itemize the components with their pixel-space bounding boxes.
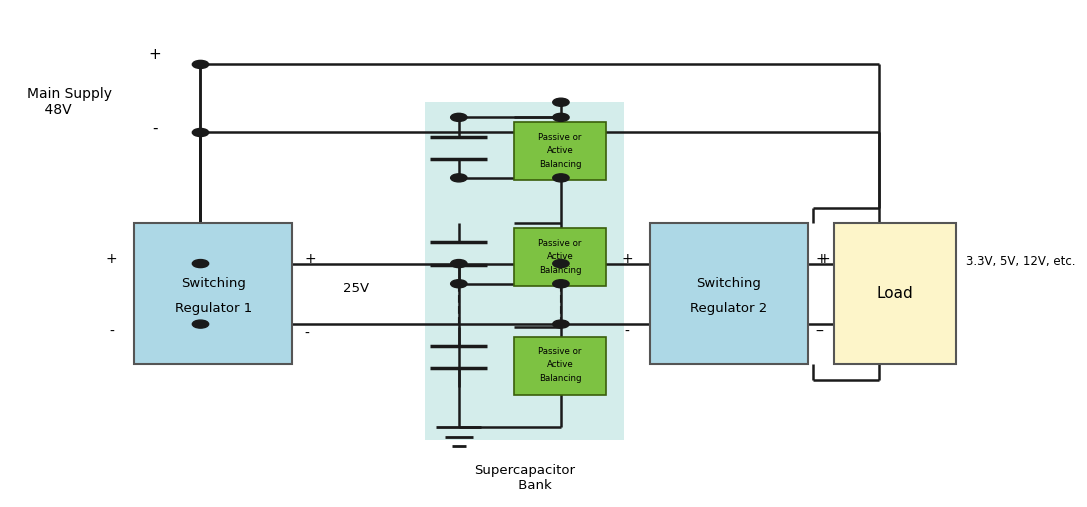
Text: Supercapacitor
     Bank: Supercapacitor Bank [474,464,575,492]
Text: -: - [109,324,114,339]
Circle shape [192,60,209,68]
Text: -: - [819,324,823,339]
Text: 3.3V, 5V, 12V, etc.: 3.3V, 5V, 12V, etc. [966,255,1076,268]
Text: Switching: Switching [697,277,761,290]
Text: Regulator 2: Regulator 2 [690,303,767,315]
Text: -: - [625,324,629,339]
Circle shape [451,174,467,182]
Circle shape [553,98,570,106]
FancyBboxPatch shape [514,122,605,180]
Text: Active: Active [547,360,573,369]
Text: Balancing: Balancing [539,374,582,383]
Circle shape [451,280,467,288]
Text: +: + [105,251,117,266]
Text: Active: Active [547,146,573,155]
Text: +: + [304,251,316,266]
Text: 25V: 25V [343,282,370,295]
Circle shape [192,320,209,328]
Text: -: - [152,121,158,136]
Text: +: + [815,251,827,266]
Circle shape [553,174,570,182]
Circle shape [553,114,570,121]
Text: Passive or: Passive or [538,133,582,142]
FancyBboxPatch shape [834,223,957,365]
Text: Passive or: Passive or [538,239,582,247]
Text: Balancing: Balancing [539,266,582,275]
Circle shape [192,260,209,268]
Circle shape [553,260,570,268]
Circle shape [192,128,209,136]
Bar [425,102,624,440]
Text: Active: Active [547,252,573,261]
Circle shape [451,114,467,121]
Text: Regulator 1: Regulator 1 [175,303,252,315]
Text: Balancing: Balancing [539,160,582,169]
Text: +: + [622,251,633,266]
Text: +: + [148,47,161,62]
Text: Switching: Switching [180,277,246,290]
FancyBboxPatch shape [514,337,605,394]
Text: -: - [304,327,310,341]
Circle shape [451,260,467,268]
Text: -: - [815,324,820,339]
Text: Main Supply
    48V: Main Supply 48V [27,87,112,117]
FancyBboxPatch shape [514,228,605,286]
Text: Load: Load [876,286,913,301]
Text: Passive or: Passive or [538,347,582,356]
FancyBboxPatch shape [650,223,808,365]
Circle shape [553,320,570,328]
Text: +: + [819,251,829,266]
FancyBboxPatch shape [134,223,292,365]
Circle shape [553,280,570,288]
